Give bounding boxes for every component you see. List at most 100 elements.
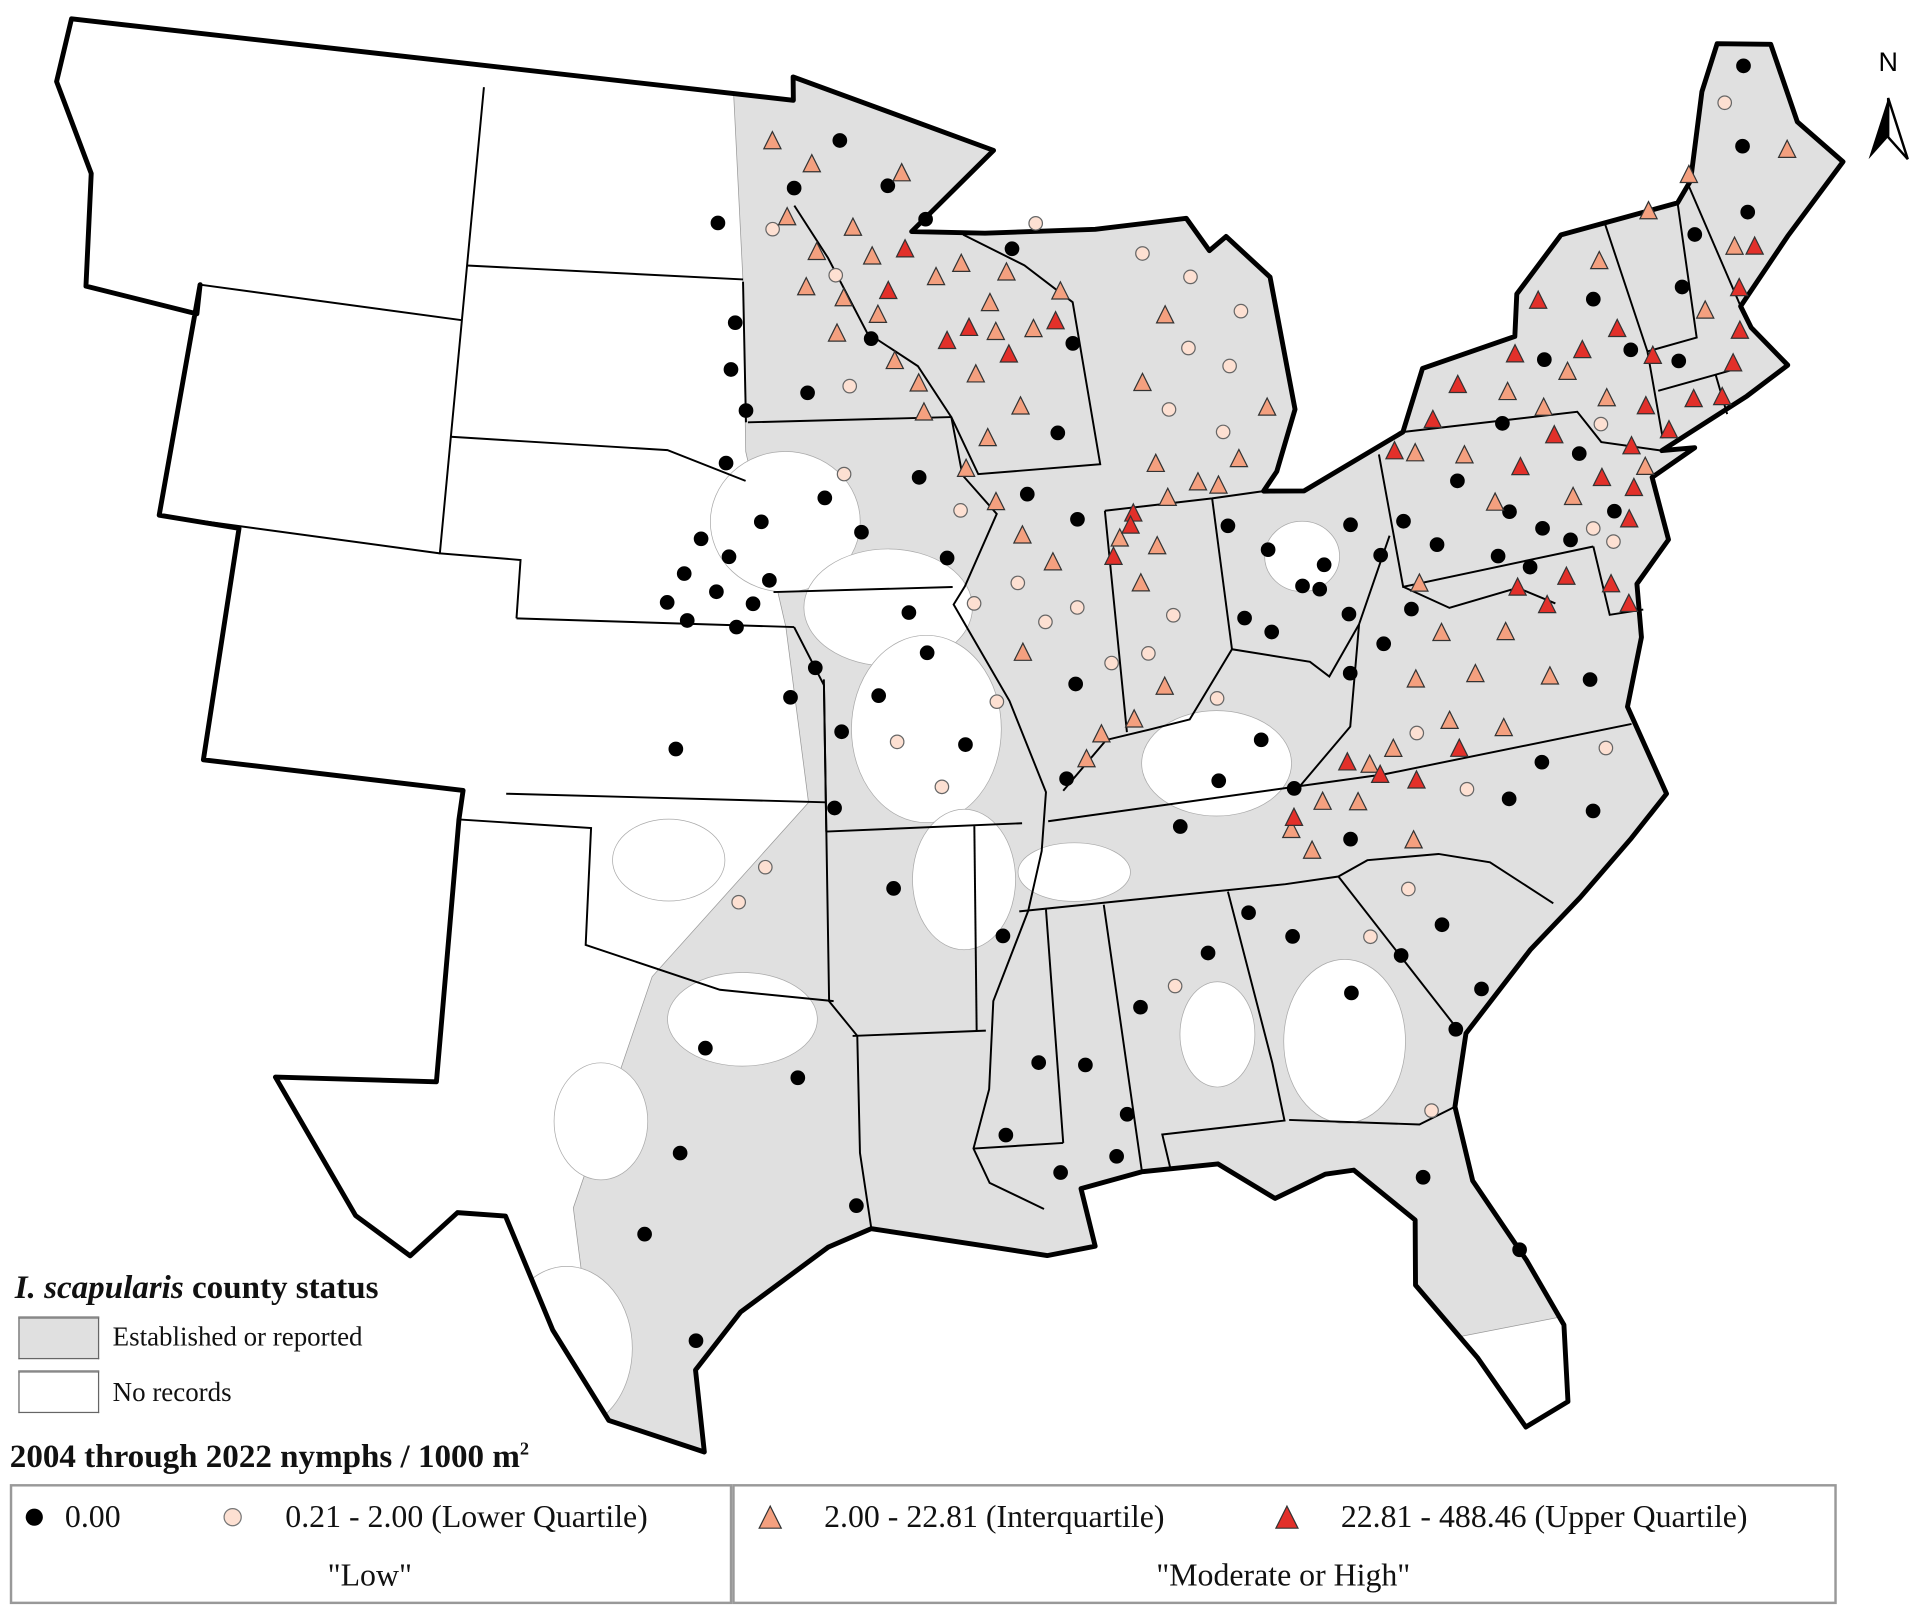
site-marker-class-3 bbox=[1284, 806, 1304, 826]
site-marker-class-2 bbox=[1496, 621, 1516, 641]
site-marker-class-3 bbox=[1448, 373, 1468, 394]
site-marker-class-0 bbox=[1119, 1106, 1135, 1122]
site-marker-class-3 bbox=[1370, 763, 1390, 783]
site-marker-class-2 bbox=[1188, 471, 1208, 491]
state-border bbox=[1103, 510, 1128, 733]
site-marker-class-0 bbox=[659, 595, 675, 610]
site-marker-class-2 bbox=[951, 252, 971, 273]
site-marker-class-0 bbox=[918, 211, 933, 227]
class-1-label: 0.21 - 2.00 (Lower Quartile) bbox=[285, 1498, 648, 1535]
site-marker-class-2 bbox=[762, 130, 782, 150]
site-marker-class-2 bbox=[1313, 790, 1333, 810]
site-marker-class-3 bbox=[1636, 395, 1656, 415]
site-marker-class-2 bbox=[834, 287, 854, 307]
site-marker-class-3 bbox=[1423, 408, 1443, 429]
state-border bbox=[438, 87, 522, 619]
no-records-swatch bbox=[18, 1370, 100, 1414]
site-marker-class-0 bbox=[672, 1145, 688, 1161]
site-marker-class-2 bbox=[1091, 723, 1111, 743]
site-marker-class-2 bbox=[978, 427, 998, 447]
class-0-icon bbox=[25, 1508, 43, 1526]
site-marker-class-1 bbox=[765, 221, 780, 237]
site-marker-class-0 bbox=[911, 470, 927, 485]
site-marker-class-3 bbox=[1528, 289, 1548, 309]
no-records-patch bbox=[1179, 981, 1256, 1088]
class-3-icon bbox=[1274, 1504, 1299, 1529]
site-marker-class-3 bbox=[1624, 476, 1644, 497]
north-arrow-label: N bbox=[1878, 47, 1897, 77]
site-marker-class-3 bbox=[1556, 565, 1576, 585]
site-marker-class-0 bbox=[786, 180, 802, 196]
site-marker-class-1 bbox=[757, 859, 773, 875]
site-marker-class-0 bbox=[1434, 917, 1450, 933]
site-marker-class-0 bbox=[1286, 781, 1302, 796]
site-marker-class-1 bbox=[842, 378, 858, 394]
state-border bbox=[793, 205, 1047, 1210]
site-marker-class-3 bbox=[1103, 545, 1124, 565]
site-marker-class-0 bbox=[688, 1333, 704, 1349]
low-group-box bbox=[9, 1484, 733, 1605]
site-marker-class-0 bbox=[1341, 606, 1357, 622]
site-marker-class-0 bbox=[676, 566, 692, 581]
class-0-label: 0.00 bbox=[64, 1498, 121, 1535]
site-marker-class-3 bbox=[1384, 440, 1405, 460]
site-marker-class-2 bbox=[1563, 486, 1583, 506]
site-marker-class-2 bbox=[1409, 572, 1429, 592]
no-records-patch bbox=[667, 972, 818, 1067]
site-marker-class-2 bbox=[1635, 455, 1655, 476]
no-records-patch bbox=[1141, 710, 1292, 817]
site-marker-class-1 bbox=[1459, 781, 1475, 797]
class-1-icon bbox=[223, 1507, 242, 1527]
site-marker-class-0 bbox=[1211, 773, 1227, 789]
site-marker-class-2 bbox=[1494, 717, 1514, 737]
site-marker-class-1 bbox=[1363, 929, 1378, 945]
high-group-label: "Moderate or High" bbox=[1156, 1557, 1411, 1594]
site-marker-class-0 bbox=[1415, 1169, 1431, 1185]
state-border bbox=[852, 1029, 986, 1037]
state-border bbox=[950, 233, 1102, 476]
site-marker-class-0 bbox=[1429, 537, 1445, 552]
status-title-rest: county status bbox=[183, 1268, 379, 1306]
site-marker-class-3 bbox=[1046, 310, 1066, 330]
site-marker-class-0 bbox=[1585, 803, 1601, 819]
site-marker-class-1 bbox=[1400, 881, 1416, 897]
state-border bbox=[1297, 624, 1361, 789]
site-marker-class-0 bbox=[995, 928, 1011, 944]
site-marker-class-0 bbox=[1172, 819, 1188, 834]
site-marker-class-0 bbox=[668, 741, 684, 757]
site-marker-class-2 bbox=[1257, 396, 1277, 416]
site-marker-class-1 bbox=[1424, 1103, 1439, 1118]
site-marker-class-1 bbox=[1409, 725, 1425, 741]
site-marker-class-0 bbox=[1344, 985, 1359, 1001]
site-marker-class-1 bbox=[889, 734, 905, 750]
site-marker-class-0 bbox=[1535, 520, 1550, 536]
site-marker-class-0 bbox=[849, 1198, 864, 1213]
site-marker-class-0 bbox=[1059, 771, 1074, 787]
site-marker-class-2 bbox=[980, 292, 1000, 312]
state-border bbox=[1062, 535, 1391, 792]
no-records-label: No records bbox=[112, 1376, 232, 1407]
site-marker-class-2 bbox=[956, 457, 976, 477]
site-marker-class-1 bbox=[1209, 691, 1225, 706]
study-area-outline bbox=[54, 16, 1846, 1455]
site-marker-class-2 bbox=[1589, 250, 1609, 270]
site-marker-class-0 bbox=[1502, 504, 1517, 520]
state-border bbox=[1211, 498, 1233, 650]
class-2-label: 2.00 - 22.81 (Interquartile) bbox=[824, 1498, 1165, 1535]
state-border bbox=[1161, 891, 1286, 1170]
site-marker-class-0 bbox=[753, 514, 769, 530]
site-marker-class-0 bbox=[1312, 581, 1328, 597]
site-marker-class-0 bbox=[679, 613, 695, 628]
site-marker-class-0 bbox=[1078, 1057, 1093, 1073]
site-marker-class-0 bbox=[1373, 547, 1389, 563]
site-marker-class-2 bbox=[843, 216, 863, 236]
site-marker-class-0 bbox=[958, 737, 973, 752]
site-marker-class-2 bbox=[1050, 280, 1070, 300]
site-marker-class-0 bbox=[1264, 624, 1280, 640]
site-marker-class-2 bbox=[1638, 200, 1659, 220]
site-marker-class-2 bbox=[827, 322, 847, 342]
state-border bbox=[742, 281, 747, 423]
site-marker-class-0 bbox=[1495, 416, 1510, 431]
site-marker-class-0 bbox=[723, 362, 739, 377]
